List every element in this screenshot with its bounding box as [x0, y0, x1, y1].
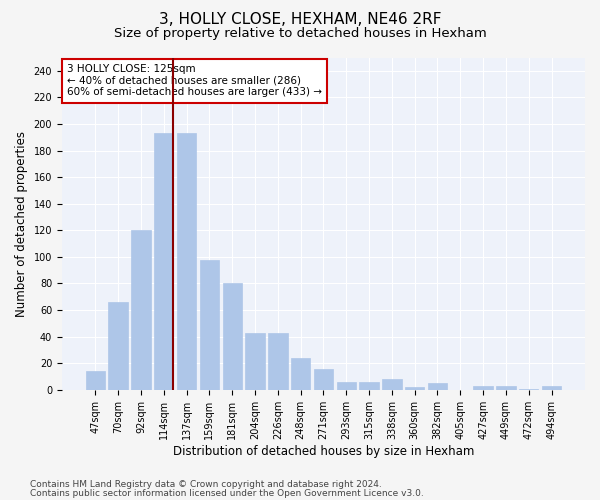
Bar: [496, 386, 515, 390]
Bar: [314, 368, 333, 390]
Y-axis label: Number of detached properties: Number of detached properties: [15, 130, 28, 316]
Bar: [200, 260, 219, 390]
Bar: [109, 302, 128, 390]
Text: 3, HOLLY CLOSE, HEXHAM, NE46 2RF: 3, HOLLY CLOSE, HEXHAM, NE46 2RF: [159, 12, 441, 28]
Bar: [542, 386, 561, 390]
Bar: [382, 379, 401, 390]
Text: Size of property relative to detached houses in Hexham: Size of property relative to detached ho…: [113, 28, 487, 40]
Bar: [177, 134, 196, 390]
Bar: [337, 382, 356, 390]
Bar: [291, 358, 310, 390]
Bar: [245, 332, 265, 390]
Text: Contains public sector information licensed under the Open Government Licence v3: Contains public sector information licen…: [30, 488, 424, 498]
Text: 3 HOLLY CLOSE: 125sqm
← 40% of detached houses are smaller (286)
60% of semi-det: 3 HOLLY CLOSE: 125sqm ← 40% of detached …: [67, 64, 322, 98]
Bar: [405, 387, 424, 390]
Bar: [86, 371, 105, 390]
Bar: [428, 383, 447, 390]
Bar: [268, 332, 287, 390]
Bar: [131, 230, 151, 390]
Bar: [359, 382, 379, 390]
Bar: [154, 134, 173, 390]
Bar: [473, 386, 493, 390]
Bar: [223, 284, 242, 390]
Bar: [519, 388, 538, 390]
X-axis label: Distribution of detached houses by size in Hexham: Distribution of detached houses by size …: [173, 444, 474, 458]
Text: Contains HM Land Registry data © Crown copyright and database right 2024.: Contains HM Land Registry data © Crown c…: [30, 480, 382, 489]
